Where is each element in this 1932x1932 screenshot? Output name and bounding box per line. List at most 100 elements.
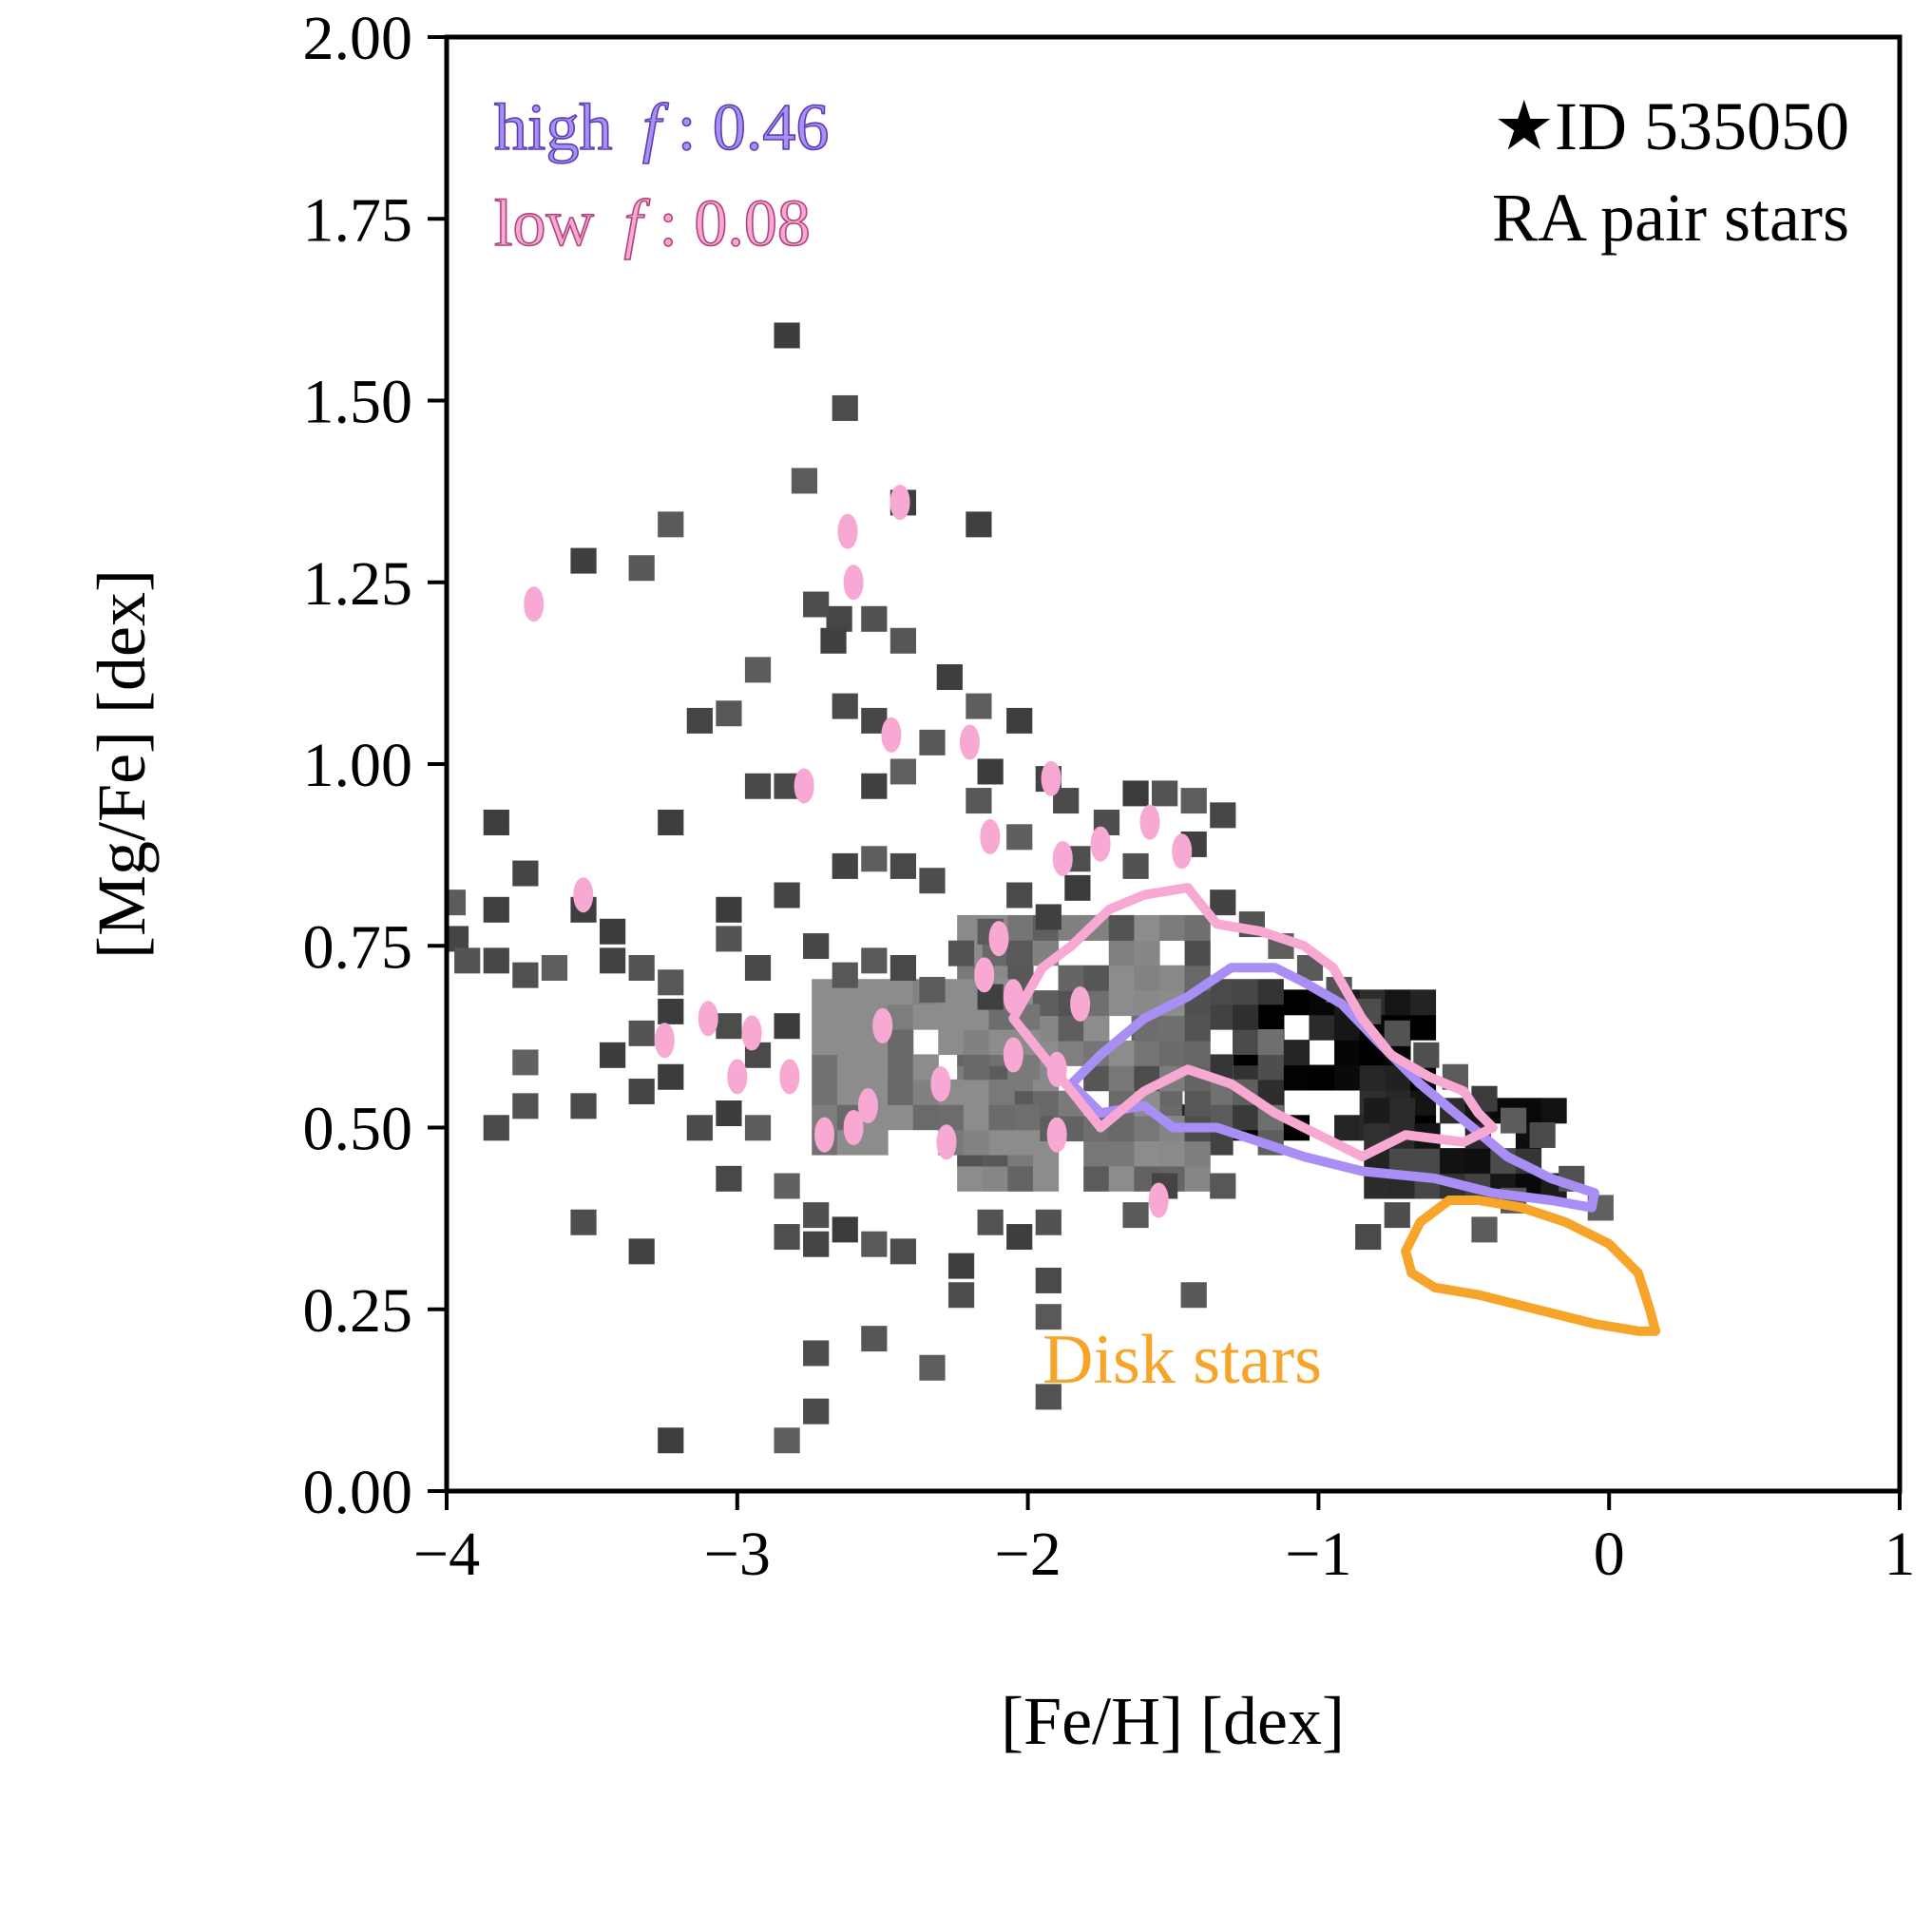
histogram-cell: [1471, 1216, 1498, 1243]
high-f-symbol: f: [642, 91, 669, 164]
histogram-cell: [862, 1054, 889, 1081]
histogram-cell: [919, 976, 946, 1003]
histogram-cell: [812, 1079, 838, 1105]
low-f-blob: [814, 1117, 835, 1153]
low-f-blob: [837, 513, 858, 549]
histogram-cell: [716, 700, 742, 727]
histogram-cell: [628, 1079, 655, 1105]
histogram-cell: [1210, 1173, 1236, 1199]
x-tick-label: −4: [413, 1520, 480, 1589]
low-f-blob: [936, 1124, 957, 1160]
histogram-cell: [600, 918, 626, 945]
histogram-cell: [658, 511, 684, 538]
low-f-blob: [524, 586, 545, 622]
histogram-cell: [1014, 1129, 1041, 1156]
low-f-blob: [698, 1001, 718, 1037]
low-f-blob: [872, 1007, 893, 1043]
histogram-cell: [1180, 1282, 1207, 1309]
histogram-cell: [836, 1004, 864, 1030]
histogram-cell: [888, 1054, 914, 1081]
x-tick-label: −1: [1285, 1520, 1351, 1589]
histogram-cell: [1134, 940, 1160, 966]
histogram-cell: [1158, 965, 1186, 991]
histogram-cell: [861, 773, 888, 799]
y-tick-label: 1.75: [303, 185, 413, 255]
histogram-cell: [1064, 874, 1091, 901]
histogram-cell: [1134, 1040, 1160, 1066]
low-f-blob: [1046, 1051, 1067, 1087]
histogram-cell: [1210, 889, 1236, 916]
histogram-cell: [832, 852, 858, 879]
histogram-cell: [1409, 1014, 1437, 1041]
histogram-cell: [977, 1209, 1004, 1235]
histogram-cell: [888, 1104, 914, 1131]
histogram-cell: [1152, 780, 1178, 807]
low-f-blob: [1052, 840, 1073, 876]
histogram-cell: [512, 1049, 539, 1076]
histogram-cell: [541, 955, 568, 981]
histogram-cell: [889, 852, 917, 879]
histogram-cell: [963, 1104, 990, 1131]
y-tick-label: 0.00: [303, 1458, 413, 1527]
histogram-cell: [812, 1054, 838, 1081]
histogram-cell: [947, 1253, 975, 1279]
histogram-cell: [1134, 914, 1160, 941]
histogram-cell: [1007, 1165, 1034, 1192]
histogram-cell: [938, 1029, 965, 1056]
histogram-cell: [1388, 1148, 1416, 1175]
low-f-blob: [889, 485, 910, 521]
histogram-cell: [686, 707, 713, 734]
histogram-cell: [791, 468, 818, 494]
histogram-cell: [1283, 1040, 1310, 1066]
x-tick-label: 0: [1594, 1520, 1625, 1589]
low-f-blob: [930, 1066, 951, 1102]
histogram-cell: [812, 1029, 838, 1056]
histogram-cell: [600, 1042, 626, 1068]
high-f-label: high f : 0.46: [494, 91, 829, 164]
sample-label: RA pair stars: [1492, 180, 1849, 256]
histogram-cell: [1384, 1020, 1410, 1046]
histogram-cell: [1334, 1064, 1361, 1091]
histogram-cell: [1184, 1140, 1211, 1167]
histogram-cell: [919, 868, 946, 894]
histogram-cell: [832, 394, 858, 421]
histogram-cell: [483, 810, 509, 835]
histogram-cell: [774, 322, 800, 349]
histogram-cell: [966, 511, 992, 538]
histogram-cell: [1257, 1029, 1284, 1056]
x-axis-label: [Fe/H] [dex]: [1001, 1683, 1345, 1759]
histogram-cell: [1108, 990, 1135, 1017]
histogram-cell: [862, 979, 889, 1005]
histogram-cell: [774, 1013, 800, 1040]
histogram-cell: [957, 1165, 984, 1192]
histogram-cell: [888, 1079, 914, 1105]
low-f-blob: [1148, 1182, 1169, 1218]
histogram-cell: [1540, 1098, 1567, 1124]
histogram-cell: [512, 1093, 539, 1119]
histogram-cell: [836, 1029, 864, 1056]
histogram-cell: [888, 979, 914, 1005]
histogram-cell: [861, 846, 888, 872]
histogram-cell: [570, 1093, 597, 1119]
histogram-cell: [1388, 1098, 1416, 1124]
histogram-cell: [912, 1004, 939, 1030]
low-f-blob: [1003, 1037, 1023, 1073]
histogram-cell: [988, 1079, 1015, 1105]
histogram-cell: [1384, 1202, 1410, 1229]
histogram-cell: [1257, 1054, 1284, 1081]
histogram-cell: [947, 1282, 975, 1309]
histogram-cell: [803, 591, 830, 618]
low-f-blob: [1090, 826, 1111, 862]
histogram-cell: [1233, 1104, 1259, 1131]
y-tick-label: 0.25: [303, 1276, 413, 1346]
histogram-cell: [658, 969, 684, 996]
low-f-blob: [857, 1088, 878, 1124]
y-tick-label: 0.50: [303, 1095, 413, 1164]
histogram-cell: [988, 1129, 1015, 1156]
histogram-cell: [716, 1013, 742, 1040]
histogram-cell: [889, 955, 917, 981]
low-f-blob: [1003, 979, 1023, 1015]
histogram-cell: [1122, 780, 1149, 807]
histogram-cell: [716, 896, 742, 923]
histogram-cell: [1006, 824, 1033, 851]
